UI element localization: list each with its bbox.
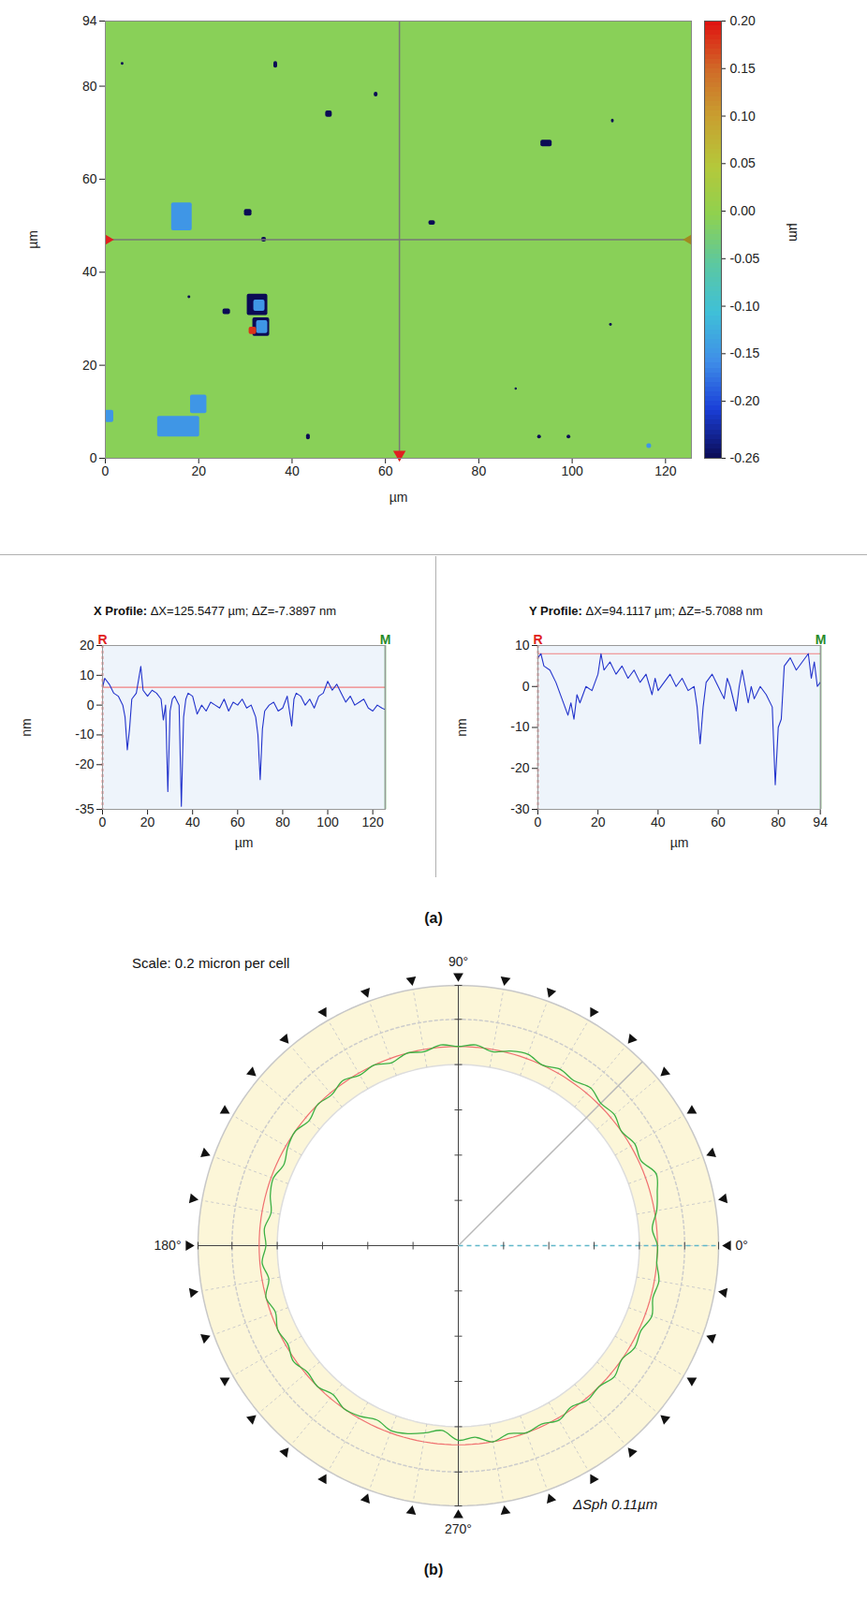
svg-text:-35: -35 [74,801,94,817]
svg-text:80: 80 [82,78,98,94]
html-text:Y Profile: ΔX=94.1117 µm; ΔZ=-: Y Profile: ΔX=94.1117 µm; ΔZ=-5.7088 nm [529,603,763,618]
svg-text:0.10: 0.10 [730,108,756,124]
svg-text:-0.15: -0.15 [730,345,761,361]
svg-text:M: M [815,631,827,647]
svg-text:0: 0 [87,697,95,713]
svg-text:-0.20: -0.20 [730,393,761,409]
html-text:X Profile: ΔX=125.5477 µm; ΔZ=: X Profile: ΔX=125.5477 µm; ΔZ=-7.3897 nm [93,603,337,618]
svg-text:100: 100 [316,814,339,830]
html-text:ΔSph 0.11µm: ΔSph 0.11µm [573,1496,658,1513]
svg-text:10: 10 [79,667,95,683]
svg-text:60: 60 [710,814,726,830]
svg-text:-10: -10 [510,719,530,735]
svg-text:µm: µm [235,835,254,851]
svg-text:94: 94 [812,814,828,830]
svg-text:60: 60 [82,171,98,187]
svg-text:20: 20 [590,814,606,830]
svg-text:µm: µm [670,835,690,851]
svg-text:60: 60 [230,814,246,830]
svg-text:100: 100 [560,463,584,479]
html-text:(a): (a) [424,910,443,926]
svg-text:R: R [97,631,107,647]
svg-text:20: 20 [79,637,95,653]
svg-text:0: 0 [522,678,530,694]
svg-text:20: 20 [82,357,98,373]
svg-text:M: M [380,631,392,647]
svg-text:40: 40 [185,814,201,830]
svg-text:0: 0 [99,814,107,830]
svg-text:-0.26: -0.26 [730,450,761,466]
svg-text:20: 20 [191,463,206,479]
svg-text:80: 80 [471,463,487,479]
svg-text:40: 40 [82,264,98,280]
svg-text:-30: -30 [510,801,530,817]
svg-text:-0.05: -0.05 [730,250,761,266]
svg-text:R: R [532,631,543,647]
svg-text:0.15: 0.15 [730,60,756,76]
svg-text:120: 120 [361,814,384,830]
svg-text:80: 80 [770,814,786,830]
svg-text:nm: nm [454,718,470,736]
svg-text:-20: -20 [510,760,530,776]
svg-text:µm: µm [389,489,409,505]
svg-text:80: 80 [275,814,291,830]
svg-text:0.05: 0.05 [730,155,756,171]
svg-text:0.00: 0.00 [730,203,756,219]
svg-text:0°: 0° [735,1237,749,1253]
svg-text:-10: -10 [74,726,94,742]
html-text:µm: µm [786,222,802,242]
html-text:(b): (b) [423,1561,444,1578]
html-text:Scale: 0.2 micron per cell: Scale: 0.2 micron per cell [132,955,290,971]
svg-text:-20: -20 [74,756,94,772]
svg-text:90°: 90° [448,954,469,970]
svg-text:0: 0 [534,814,543,830]
svg-text:94: 94 [82,13,98,29]
svg-text:0.20: 0.20 [730,13,756,29]
svg-text:20: 20 [140,814,156,830]
svg-text:40: 40 [650,814,666,830]
svg-text:60: 60 [378,463,394,479]
svg-text:0: 0 [102,463,110,479]
svg-text:270°: 270° [444,1521,472,1537]
svg-text:nm: nm [18,718,34,736]
svg-text:180°: 180° [154,1237,182,1253]
svg-text:-0.10: -0.10 [730,298,761,314]
svg-text:120: 120 [654,463,677,479]
svg-text:0: 0 [89,450,98,466]
svg-text:µm: µm [25,230,41,250]
svg-text:40: 40 [284,463,300,479]
svg-text:10: 10 [514,637,530,653]
